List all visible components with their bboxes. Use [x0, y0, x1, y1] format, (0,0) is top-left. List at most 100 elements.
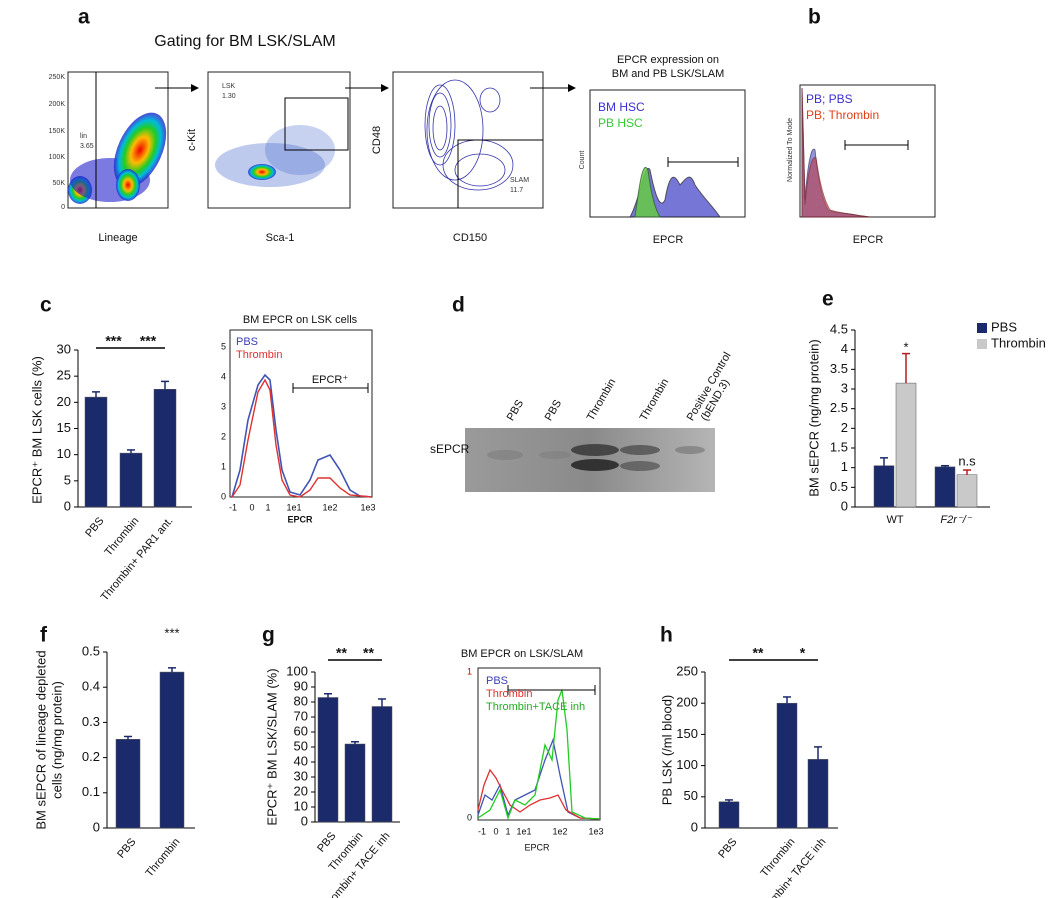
y-tick-label: 150K — [49, 128, 66, 135]
axis-label: EPCR⁺ BM LSK/SLAM (%) — [264, 668, 279, 825]
flow-plot — [67, 71, 169, 209]
panel-label: g — [262, 624, 275, 647]
significance-label: * — [903, 339, 908, 354]
y-tick-label: 5 — [64, 472, 71, 487]
y-tick-label: 0.3 — [82, 714, 100, 729]
axis-label: EPCR — [853, 234, 884, 246]
y-tick-label: 50K — [53, 180, 66, 187]
x-tick-label: -1 — [478, 826, 486, 836]
flow-plot — [428, 92, 452, 158]
legend-swatch — [977, 339, 987, 349]
lane-label: Thrombin — [585, 377, 619, 423]
gate-label: SLAM — [510, 177, 529, 184]
lane-label: PBS — [505, 398, 526, 423]
y-tick-label: 20 — [57, 394, 71, 409]
significance-label: ** — [336, 645, 347, 661]
y-tick-label: 0 — [301, 813, 308, 828]
flow-plot — [284, 97, 349, 151]
bar — [934, 466, 956, 508]
y-tick-label: 3 — [221, 401, 226, 411]
axis-label: EPCR — [524, 842, 550, 852]
y-tick-label: 0 — [841, 498, 848, 513]
y-tick-label: 1.5 — [830, 439, 848, 454]
flow-plot — [248, 164, 276, 180]
lane-label: PBS — [543, 398, 564, 423]
histogram — [799, 84, 936, 218]
y-tick-label: 0 — [61, 204, 65, 211]
axis-label: EPCR — [287, 514, 313, 524]
y-tick-label: 4 — [841, 341, 848, 356]
y-tick-label: 0.2 — [82, 749, 100, 764]
bar — [119, 452, 143, 508]
panel-label: b — [808, 6, 821, 29]
axis-label: CD48 — [371, 126, 383, 154]
x-tick-label: 1 — [265, 502, 270, 512]
y-tick-label: 100 — [676, 757, 698, 772]
blot — [571, 459, 619, 471]
legend-label: PBS — [991, 319, 1017, 334]
legend-label: Thrombin — [486, 688, 532, 700]
blot — [465, 428, 715, 492]
y-tick-label: 20 — [294, 783, 308, 798]
significance-label: ** — [753, 645, 764, 661]
y-tick-label: 2 — [221, 431, 226, 441]
bar — [956, 474, 978, 508]
plot-title: BM EPCR on LSK/SLAM — [461, 648, 583, 660]
histogram — [477, 689, 601, 821]
y-tick-label: 3 — [841, 380, 848, 395]
significance-label: ** — [363, 645, 374, 661]
axis-label: cells (ng/mg protein) — [49, 681, 64, 799]
legend-label: PBS — [236, 336, 258, 348]
gate-label: LSK — [222, 83, 236, 90]
y-tick-label: 0.1 — [82, 784, 100, 799]
x-tick-label: 0 — [249, 502, 254, 512]
y-tick-label: 40 — [294, 753, 308, 768]
blot — [620, 445, 660, 455]
axis-label: Count — [579, 151, 586, 170]
bar — [153, 389, 177, 508]
y-tick-label: 4.5 — [830, 321, 848, 336]
gate-label: 3.65 — [80, 143, 94, 150]
bar — [895, 382, 917, 508]
x-tick-label: 1e3 — [588, 826, 603, 836]
x-tick-label: 1e2 — [552, 826, 567, 836]
x-tick-label: 1 — [505, 826, 510, 836]
y-tick-label: 150 — [676, 726, 698, 741]
panel-label: e — [822, 288, 834, 311]
y-tick-label: 15 — [57, 420, 71, 435]
axis-label: Lineage — [98, 232, 137, 244]
y-tick-label: 70 — [294, 708, 308, 723]
flow-plot — [215, 143, 325, 187]
bar — [873, 465, 895, 508]
x-tick-label: PBS — [716, 836, 739, 861]
bar — [115, 739, 141, 829]
histogram — [231, 373, 373, 498]
panel-label: d — [452, 294, 465, 317]
flow-plot — [207, 71, 351, 209]
x-tick-label: 0 — [493, 826, 498, 836]
bar — [344, 743, 366, 823]
plot-title: BM and PB LSK/SLAM — [612, 68, 725, 80]
histogram — [589, 89, 746, 218]
x-tick-label: WT — [886, 514, 903, 526]
flow-plot — [424, 84, 456, 166]
legend-label: Thrombin — [991, 335, 1046, 350]
flow-plot — [454, 153, 506, 187]
plot-title: EPCR expression on — [617, 54, 719, 66]
gate-label: 1.30 — [222, 93, 236, 100]
y-tick-label: 5 — [221, 341, 226, 351]
axis-label: EPCR⁺ BM LSK cells (%) — [29, 356, 44, 504]
bar — [84, 396, 108, 508]
y-tick-label: 250 — [676, 663, 698, 678]
y-tick-label: 0 — [691, 819, 698, 834]
legend-label: PB HSC — [598, 116, 643, 130]
significance-label: *** — [164, 625, 179, 640]
significance-label: *** — [105, 333, 122, 349]
bar — [317, 697, 339, 823]
bar — [807, 759, 829, 829]
y-tick-label: 0.5 — [82, 643, 100, 658]
blot — [675, 446, 705, 454]
significance-label: n.s — [958, 453, 976, 468]
y-tick-label: 100 — [286, 663, 308, 678]
